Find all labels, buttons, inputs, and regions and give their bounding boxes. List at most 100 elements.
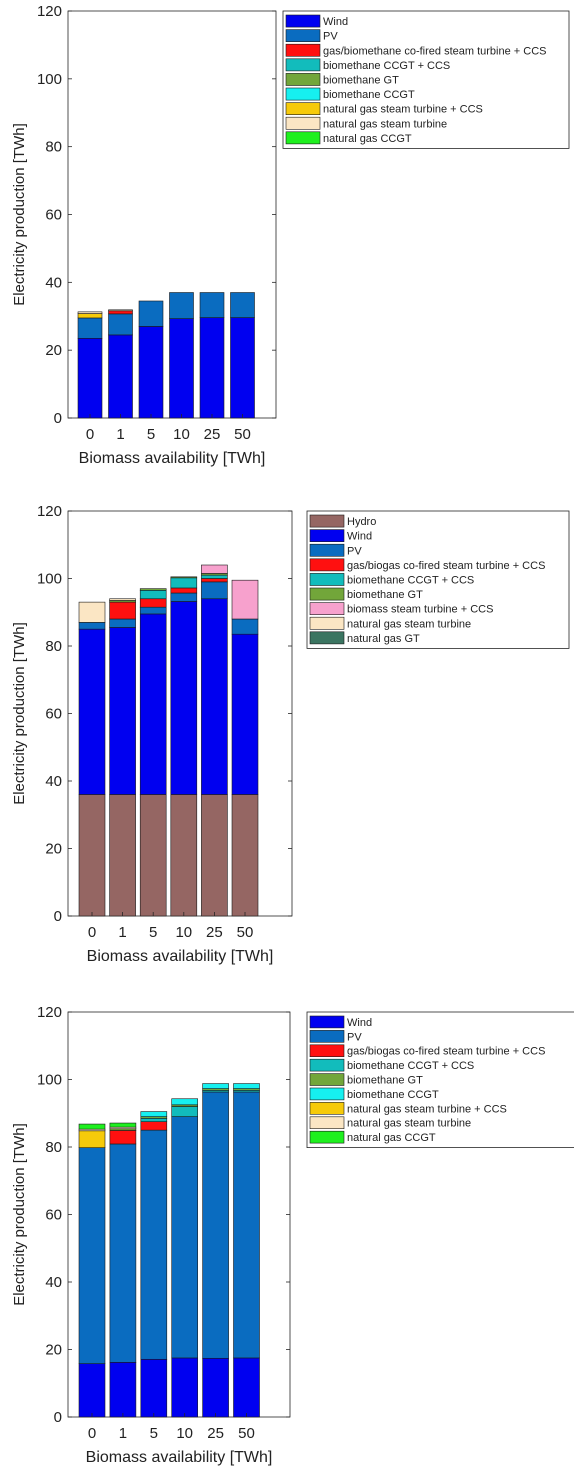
bar-segment-natural-gas-steam-turbine-ccs-0 [78,1130,106,1148]
legend-entry-biomethane-gt: biomethane GT [347,1075,423,1087]
bar-segment-wind-1 [108,334,133,419]
y-tick-label: 0 [54,908,62,925]
bar-segment-hydro-1 [109,794,136,917]
legend-swatch-hydro [309,514,345,528]
legend-swatch-gas-biomethane-co-fired-steam-turbine-ccs [285,43,321,57]
legend-entry-biomethane-gt: biomethane GT [323,75,399,87]
legend-swatch-pv [309,543,345,557]
legend-swatch-natural-gas-steam-turbine-ccs [309,1102,345,1115]
bar-segment-pv-10 [169,292,194,319]
bar-segment-pv-25 [201,581,228,600]
y-axis-label: Electricity production [TWh] [11,1123,28,1306]
x-tick-label: 10 [176,1425,193,1442]
legend-entry-wind: Wind [347,531,372,543]
y-tick-label: 0 [54,1409,62,1426]
bar-segment-natural-gas-steam-turbine-1 [109,598,136,601]
legend-swatch-natural-gas-steam-turbine [309,616,345,630]
bar-segment-hydro-50 [231,794,259,917]
bar-segment-pv-5 [139,606,167,615]
x-tick-label: 50 [237,924,254,941]
bar-segment-wind-0 [78,628,106,795]
y-tick-label: 20 [45,841,62,858]
legend-entry-gas-biogas-co-fired-steam-turbine-ccs: gas/biogas co-fired steam turbine + CCS [347,560,545,572]
bar-segment-wind-10 [170,601,198,795]
legend-swatch-biomethane-gt [309,587,345,601]
x-tick-label: 50 [234,426,251,443]
legend-swatch-biomethane-ccgt-ccs [309,573,345,586]
bar-segment-wind-50 [231,633,259,795]
legend-swatch-biomethane-gt [309,1073,345,1086]
legend-entry-biomethane-ccgt: biomethane CCGT [347,1089,439,1101]
bar-segment-wind-1 [109,1362,137,1418]
bar-segment-natural-gas-steam-turbine-0 [77,311,103,314]
bar-segment-pv-50 [231,618,259,635]
legend-entry-biomethane-gt: biomethane GT [347,589,423,601]
y-tick-label: 120 [37,1004,62,1021]
bar-segment-natural-gas-ccgt-1 [109,1122,137,1128]
y-tick-label: 120 [37,503,62,520]
legend-swatch-wind [285,14,321,28]
y-tick-label: 100 [37,571,62,588]
x-axis-label: Biomass availability [TWh] [79,450,266,467]
legend-swatch-natural-gas-steam-turbine-ccs [285,102,321,115]
bar-segment-wind-25 [202,1357,229,1418]
y-tick-label: 80 [45,1139,62,1156]
bar-segment-wind-10 [169,318,194,419]
bar-segment-gas-biogas-co-fired-steam-turbine-ccs-5 [140,1121,168,1131]
legend-entry-gas-biomethane-co-fired-steam-turbine-ccs: gas/biomethane co-fired steam turbine + … [323,45,546,57]
legend-entry-natural-gas-steam-turbine: natural gas steam turbine [323,118,447,130]
legend-entry-biomethane-ccgt-ccs: biomethane CCGT + CCS [323,60,450,72]
bar-segment-wind-25 [199,317,225,419]
legend-entry-natural-gas-steam-turbine-ccs: natural gas steam turbine + CCS [347,1103,507,1115]
legend-entry-natural-gas-steam-turbine-ccs: natural gas steam turbine + CCS [323,104,483,116]
bar-segment-pv-1 [109,1143,137,1363]
bar-segment-biomethane-ccgt-10 [171,1098,198,1106]
y-tick-label: 120 [37,3,62,20]
x-tick-label: 1 [119,1425,127,1442]
legend-swatch-biomass-steam-turbine-ccs [309,602,345,615]
x-tick-label: 50 [238,1425,255,1442]
legend-entry-biomethane-ccgt-ccs: biomethane CCGT + CCS [347,575,474,587]
x-tick-label: 0 [88,1425,96,1442]
legend: Wind PV gas/biogas co-fired steam turbine … [306,1011,574,1149]
bar-segment-wind-50 [230,317,255,419]
bar-segment-natural-gas-steam-turbine-ccs-0 [77,313,103,319]
legend-entry-natural-gas-gt: natural gas GT [347,633,420,645]
y-axis-label: Electricity production [TWh] [11,123,28,306]
x-tick-label: 5 [149,924,157,941]
bar-segment-wind-0 [77,337,103,419]
legend-swatch-natural-gas-gt [309,631,345,645]
bar-segment-wind-10 [171,1357,198,1418]
x-tick-label: 5 [150,1425,158,1442]
y-axis-label: Electricity production [TWh] [11,622,28,805]
legend-entry-natural-gas-steam-turbine: natural gas steam turbine [347,1118,471,1130]
bar-segment-biomethane-ccgt-ccs-10 [170,577,198,589]
bar-segment-biomass-steam-turbine-ccs-25 [201,564,228,574]
legend-swatch-wind [309,1015,345,1029]
bar-segment-biomethane-ccgt-ccs-10 [171,1106,198,1117]
bar-segment-biomass-steam-turbine-ccs-50 [231,579,259,620]
legend-box [282,10,570,149]
legend-entry-wind: Wind [347,1017,372,1029]
bar-segment-biomethane-ccgt-ccs-5 [139,590,167,600]
y-tick-label: 40 [45,274,62,291]
legend-entry-gas-biogas-co-fired-steam-turbine-ccs: gas/biogas co-fired steam turbine + CCS [347,1046,545,1058]
legend-entry-hydro: Hydro [347,516,376,528]
legend-swatch-pv [309,1030,345,1043]
legend-entry-biomass-steam-turbine-ccs: biomass steam turbine + CCS [347,604,493,616]
legend-entry-wind: Wind [323,16,348,28]
legend-swatch-gas-biogas-co-fired-steam-turbine-ccs [309,1044,345,1058]
legend-entry-natural-gas-steam-turbine: natural gas steam turbine [347,618,471,630]
y-tick-label: 40 [45,773,62,790]
legend-entry-natural-gas-ccgt: natural gas CCGT [323,133,412,145]
legend-swatch-natural-gas-ccgt [309,1130,345,1144]
bar-segment-gas-biogas-co-fired-steam-turbine-ccs-1 [109,601,136,620]
legend-swatch-biomethane-ccgt [285,87,321,101]
bar-segment-biomethane-ccgt-5 [140,1111,168,1117]
x-axis-label: Biomass availability [TWh] [87,948,274,965]
y-tick-label: 80 [45,139,62,156]
legend-entry-pv: PV [347,545,362,557]
legend-entry-biomethane-ccgt: biomethane CCGT [323,89,415,101]
x-tick-label: 25 [207,1425,224,1442]
